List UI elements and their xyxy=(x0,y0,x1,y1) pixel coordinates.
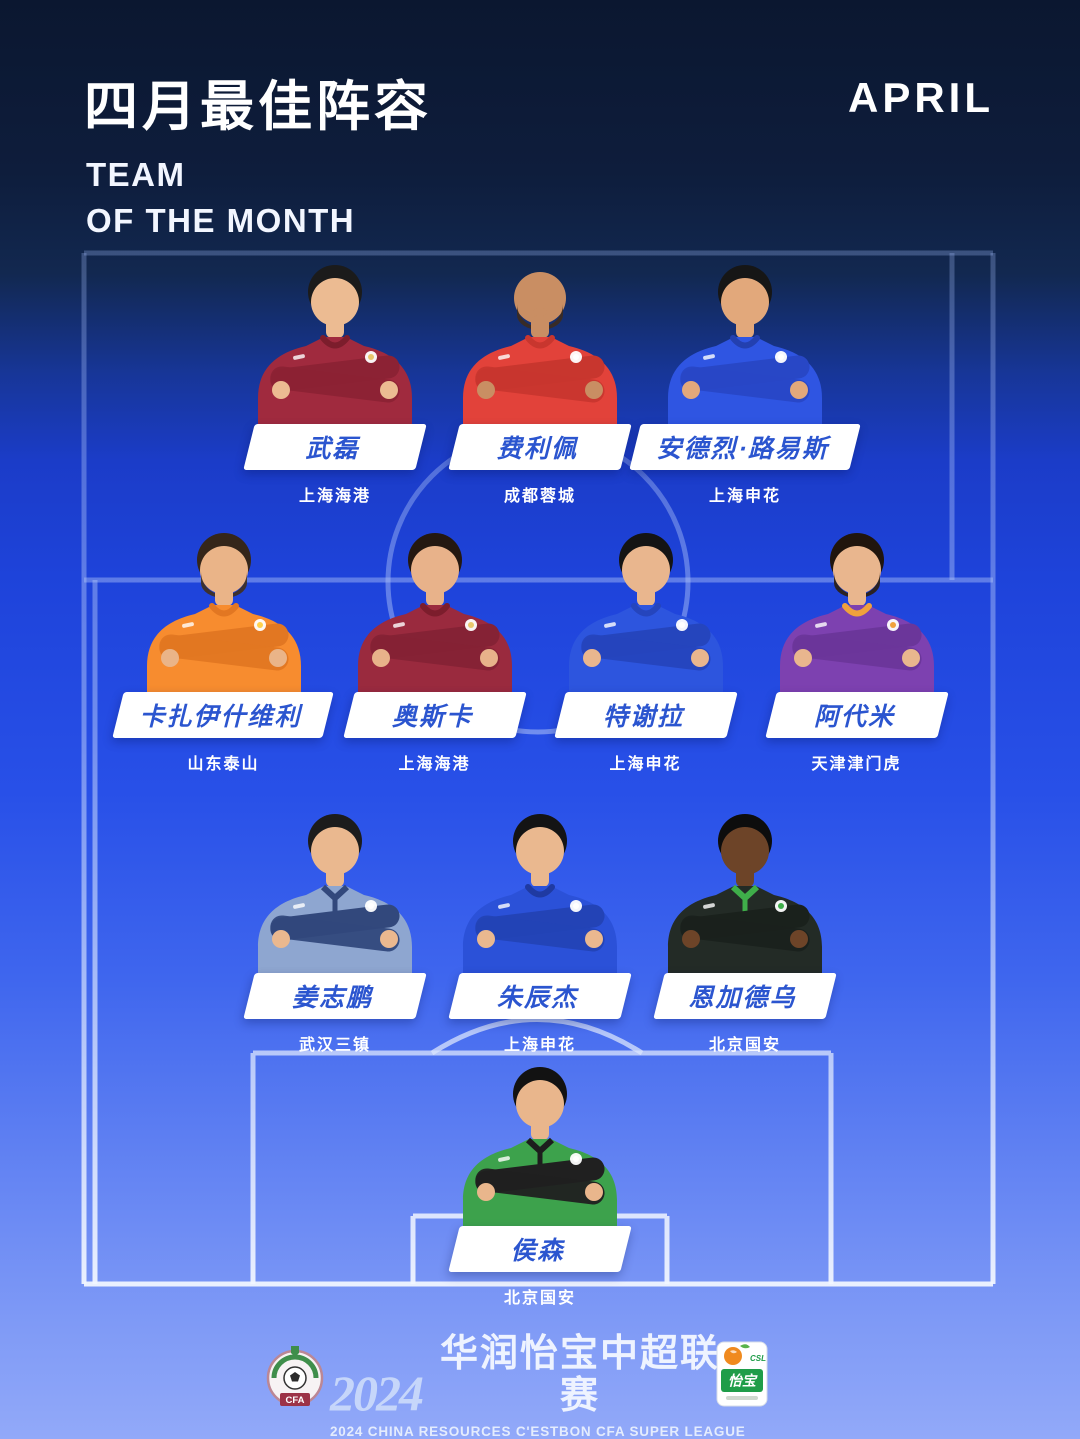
midfielders-row: 卡扎伊什维利 山东泰山 奥斯卡 上海海港 特谢拉 上海申花 阿代米 天津津门虎 xyxy=(0,524,1080,774)
league-name-cn: 华润怡宝中超联赛 xyxy=(439,1333,720,1417)
player-nameplate: 阿代米 xyxy=(764,692,949,738)
player-nameplate: 费利佩 xyxy=(448,424,632,470)
player-name: 卡扎伊什维利 xyxy=(138,703,308,731)
player-club: 上海申花 xyxy=(708,488,781,505)
player-name: 费利佩 xyxy=(495,435,584,463)
player-card: 恩加德乌 北京国安 xyxy=(643,805,848,1055)
player-name: 安德烈·路易斯 xyxy=(654,435,835,463)
player-card: 奥斯卡 上海海港 xyxy=(329,524,540,774)
pitch-penalty-arc xyxy=(430,1017,644,1056)
player-photo xyxy=(568,533,723,692)
player-nameplate: 奥斯卡 xyxy=(342,692,527,738)
player-nameplate: 安德烈·路易斯 xyxy=(629,424,861,470)
player-photo xyxy=(668,265,822,424)
player-name: 姜志鹏 xyxy=(290,984,379,1012)
player-nameplate: 朱辰杰 xyxy=(448,973,632,1019)
player-card: 安德烈·路易斯上海申花 xyxy=(629,256,861,506)
player-club: 武汉三镇 xyxy=(298,1037,371,1054)
player-photo xyxy=(779,533,934,692)
player-nameplate: 特谢拉 xyxy=(553,692,738,738)
player-photo xyxy=(463,814,617,973)
player-card: 费利佩 成都蓉城 xyxy=(438,256,643,506)
subtitle-line-1: TEAM xyxy=(86,156,186,193)
csl-badge-label: CSL xyxy=(750,1354,766,1363)
pitch-penalty-box xyxy=(250,1050,834,1284)
player-club: 天津津门虎 xyxy=(811,756,902,773)
player-club: 上海海港 xyxy=(298,488,371,505)
player-club: 成都蓉城 xyxy=(503,488,576,505)
player-club: 北京国安 xyxy=(503,1290,576,1307)
player-card: 侯森 北京国安 xyxy=(438,1058,643,1308)
player-name: 武磊 xyxy=(303,435,365,463)
player-card: 阿代米 天津津门虎 xyxy=(751,524,962,774)
csl-sponsor-badge: CSL 怡宝 xyxy=(716,1341,768,1412)
player-photo xyxy=(258,814,412,973)
player-club: 上海申花 xyxy=(609,756,682,773)
player-photo xyxy=(258,265,412,424)
goalkeeper-row: 侯森 北京国安 xyxy=(0,1058,1080,1308)
player-card: 特谢拉 上海申花 xyxy=(540,524,751,774)
page-subtitle: TEAM OF THE MONTH xyxy=(86,152,355,244)
player-club: 北京国安 xyxy=(708,1037,781,1054)
player-club: 上海申花 xyxy=(503,1037,576,1054)
player-club: 上海海港 xyxy=(398,756,471,773)
player-photo xyxy=(146,533,301,692)
csl-badge-cn-label: 怡宝 xyxy=(728,1373,758,1389)
player-photo xyxy=(357,533,512,692)
player-card: 卡扎伊什维利山东泰山 xyxy=(112,524,335,774)
player-name: 特谢拉 xyxy=(600,703,689,731)
cfa-crest-logo: CFA xyxy=(266,1338,324,1419)
player-name: 阿代米 xyxy=(811,703,900,731)
page-title: 四月最佳阵容 xyxy=(84,77,432,137)
cfa-crest-icon: CFA xyxy=(266,1346,324,1407)
league-name-en: 2024 CHINA RESOURCES C'ESTBON CFA SUPER … xyxy=(330,1423,746,1439)
player-nameplate: 卡扎伊什维利 xyxy=(112,692,335,738)
player-nameplate: 武磊 xyxy=(243,424,427,470)
player-nameplate: 侯森 xyxy=(448,1226,632,1272)
player-card: 姜志鹏 武汉三镇 xyxy=(233,805,438,1055)
league-year: 2024 xyxy=(330,1364,424,1421)
league-title-line: 2024 华润怡宝中超联赛 xyxy=(330,1333,730,1421)
csl-badge-icon: CSL 怡宝 xyxy=(716,1341,768,1407)
player-name: 奥斯卡 xyxy=(389,703,478,731)
player-photo xyxy=(463,1067,617,1226)
cfa-crest-label: CFA xyxy=(286,1395,305,1406)
player-photo xyxy=(668,814,822,973)
forwards-row: 武磊 上海海港 费利佩 成都蓉城 安德烈·路易斯 上海申花 xyxy=(0,256,1080,506)
player-name: 恩加德乌 xyxy=(686,984,802,1012)
player-name: 侯森 xyxy=(508,1237,570,1265)
player-nameplate: 恩加德乌 xyxy=(653,973,837,1019)
player-photo xyxy=(463,272,617,424)
league-lockup: 2024 华润怡宝中超联赛 2024 CHINA RESOURCES C'EST… xyxy=(330,1333,746,1439)
player-name: 朱辰杰 xyxy=(495,984,584,1012)
month-label: APRIL xyxy=(848,74,994,121)
player-card: 武磊 上海海港 xyxy=(233,256,438,506)
subtitle-line-2: OF THE MONTH xyxy=(86,202,356,240)
player-nameplate: 姜志鹏 xyxy=(243,973,427,1019)
defenders-row: 姜志鹏 武汉三镇 朱辰杰 上海申花 恩加德乌 北京国安 xyxy=(0,805,1080,1055)
player-club: 山东泰山 xyxy=(187,756,260,773)
player-card: 朱辰杰 上海申花 xyxy=(438,805,643,1055)
